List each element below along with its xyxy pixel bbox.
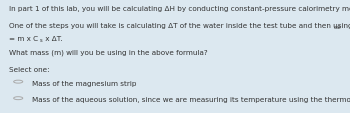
Text: = m x C: = m x C: [9, 36, 38, 42]
Text: s: s: [40, 38, 42, 42]
Text: What mass (m) will you be using in the above formula?: What mass (m) will you be using in the a…: [9, 49, 208, 55]
Text: In part 1 of this lab, you will be calculating ΔH by conducting constant-pressur: In part 1 of this lab, you will be calcu…: [9, 6, 350, 12]
Text: Select one:: Select one:: [9, 66, 49, 72]
Text: Mass of the magnesium strip: Mass of the magnesium strip: [32, 80, 136, 86]
Text: x ΔT.: x ΔT.: [43, 36, 63, 42]
Text: One of the steps you will take is calculating ΔT of the water inside the test tu: One of the steps you will take is calcul…: [9, 23, 350, 29]
Text: Mass of the aqueous solution, since we are measuring its temperature using the t: Mass of the aqueous solution, since we a…: [32, 97, 350, 103]
Text: cal: cal: [334, 25, 341, 30]
